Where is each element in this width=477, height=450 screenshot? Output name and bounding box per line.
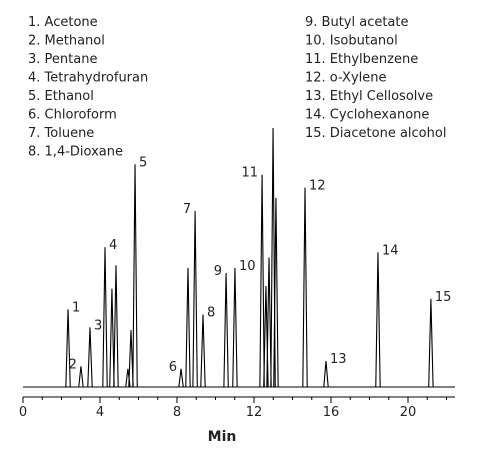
peak <box>87 327 93 388</box>
peak-label: 6 <box>169 360 177 375</box>
legend-entry: 3. Pentane <box>28 52 97 67</box>
peak <box>232 267 238 388</box>
x-tick-label: 12 <box>246 405 263 420</box>
peak-label: 4 <box>109 238 117 253</box>
peak <box>178 368 184 388</box>
peak-label: 5 <box>139 155 147 170</box>
peak <box>113 265 119 388</box>
peak-label: 1 <box>72 300 80 315</box>
legend-entry: 1. Acetone <box>28 15 98 30</box>
peak <box>128 329 134 388</box>
peak <box>102 247 108 388</box>
peak-label: 9 <box>214 264 222 279</box>
legend-entry: 6. Chloroform <box>28 108 117 123</box>
legend-entry: 10. Isobutanol <box>305 34 398 49</box>
peak <box>302 187 308 388</box>
peak-label: 10 <box>239 259 256 274</box>
peak-label: 15 <box>435 290 452 305</box>
legend-entry: 5. Ethanol <box>28 89 94 104</box>
peak-label: 14 <box>382 243 399 258</box>
legend-entry: 11. Ethylbenzene <box>305 52 418 67</box>
peak-label: 7 <box>183 202 191 217</box>
peak-label: 11 <box>242 166 259 181</box>
legend-entry: 8. 1,4-Dioxane <box>28 145 123 160</box>
peak <box>132 164 138 388</box>
legend-entry: 13. Ethyl Cellosolve <box>305 89 433 104</box>
peak <box>200 314 206 388</box>
peak <box>65 309 71 388</box>
peak <box>78 366 84 388</box>
x-tick-label: 20 <box>400 405 417 420</box>
legend-entry: 15. Diacetone alcohol <box>305 126 446 141</box>
peak <box>266 257 272 388</box>
legend-entry: 14. Cyclohexanone <box>305 108 429 123</box>
legend-entry: 4. Tetrahydrofuran <box>28 71 148 86</box>
peak-label: 13 <box>330 352 347 367</box>
x-tick-label: 4 <box>96 405 104 420</box>
peak <box>273 197 279 388</box>
legend-entry: 9. Butyl acetate <box>305 15 409 30</box>
peak <box>428 298 434 388</box>
legend-entry: 2. Methanol <box>28 34 105 49</box>
peak <box>323 361 329 388</box>
x-axis-label: Min <box>208 429 237 445</box>
legend-entry: 7. Toluene <box>28 126 94 141</box>
legend-entry: 12. o-Xylene <box>305 71 387 86</box>
peak-label: 2 <box>69 357 77 372</box>
x-tick-label: 16 <box>323 405 340 420</box>
x-tick-label: 0 <box>19 405 27 420</box>
peak <box>109 288 115 388</box>
peak <box>259 174 265 388</box>
peak-label: 3 <box>94 318 102 333</box>
x-tick-label: 8 <box>173 405 181 420</box>
peak <box>185 267 191 388</box>
peak-label: 12 <box>309 179 326 194</box>
peak <box>192 210 198 388</box>
peak <box>223 273 229 388</box>
peak <box>375 252 381 388</box>
peak-label: 8 <box>207 305 215 320</box>
